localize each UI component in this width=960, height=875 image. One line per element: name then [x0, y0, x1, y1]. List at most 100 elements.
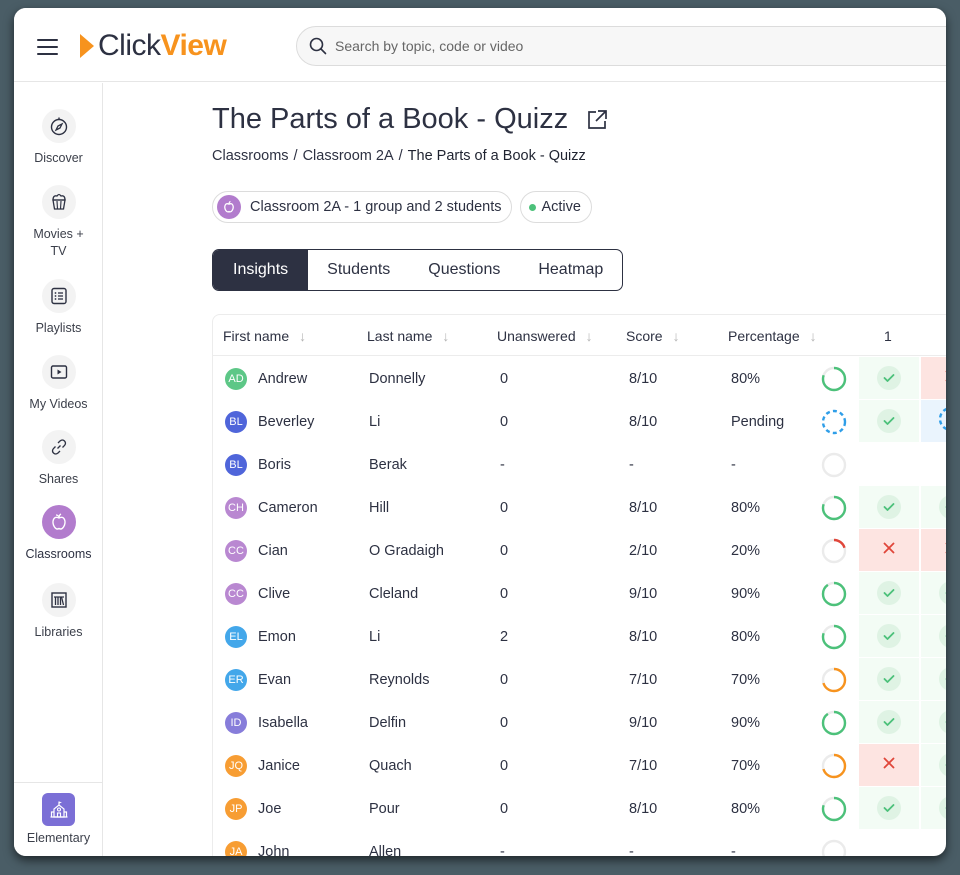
question-1-result-cell[interactable] — [859, 787, 919, 829]
question-2-result-cell[interactable] — [921, 400, 946, 442]
popcorn-icon — [41, 185, 76, 219]
score-cell: - — [629, 843, 634, 857]
column-header-first-name[interactable]: First name ↓ — [223, 327, 307, 344]
tab-questions[interactable]: Questions — [428, 261, 501, 278]
check-icon — [877, 495, 901, 519]
table-row[interactable]: CC Clive Cleland 0 9/10 90% — [213, 572, 946, 615]
table-row[interactable]: BL Boris Berak - - - — [213, 443, 946, 486]
question-1-result-cell[interactable] — [859, 658, 919, 700]
table-row[interactable]: CC Cian O Gradaigh 0 2/10 20% — [213, 529, 946, 572]
question-1-result-cell[interactable] — [859, 744, 919, 786]
tab-insights[interactable]: Insights — [213, 250, 309, 290]
cross-icon — [945, 541, 946, 559]
first-name-cell: JQ Janice — [225, 744, 300, 787]
sidebar-item-label: My Videos — [29, 397, 88, 411]
progress-ring-icon — [821, 787, 847, 830]
breadcrumb-current: The Parts of a Book - Quizz — [407, 148, 586, 164]
avatar: JQ — [225, 754, 247, 777]
table-row[interactable]: JA John Allen - - - — [213, 830, 946, 856]
first-name-cell: JA John — [225, 830, 289, 856]
progress-ring-icon — [821, 615, 847, 658]
table-row[interactable]: BL Beverley Li 0 8/10 Pending — [213, 400, 946, 443]
check-icon — [877, 624, 901, 648]
results-table: First name ↓ Last name ↓ Unanswered ↓ Score… — [212, 314, 946, 856]
question-1-result-cell[interactable] — [859, 529, 919, 571]
question-2-result-cell[interactable] — [921, 787, 946, 829]
tab-heatmap[interactable]: Heatmap — [538, 261, 604, 278]
score-cell: - — [629, 456, 634, 473]
clickview-logo[interactable]: Click View — [80, 29, 227, 62]
column-header-question-1[interactable]: 1 — [884, 327, 892, 344]
table-row[interactable]: JQ Janice Quach 0 7/10 70% — [213, 744, 946, 787]
question-2-result-cell[interactable] — [921, 357, 946, 399]
table-row[interactable]: EL Emon Li 2 8/10 80% — [213, 615, 946, 658]
last-name-cell: Li — [369, 413, 381, 430]
column-header-unanswered[interactable]: Unanswered ↓ — [497, 327, 593, 344]
progress-ring-icon — [821, 572, 847, 615]
column-header-percentage[interactable]: Percentage ↓ — [728, 327, 817, 344]
question-2-result-cell[interactable] — [921, 615, 946, 657]
unanswered-cell: 0 — [500, 542, 509, 559]
search-bar[interactable] — [296, 26, 946, 66]
menu-icon[interactable] — [37, 39, 58, 55]
table-row[interactable]: CH Cameron Hill 0 8/10 80% — [213, 486, 946, 529]
progress-ring-icon — [821, 400, 847, 443]
sidebar-item-libraries[interactable]: Libraries — [14, 583, 103, 641]
first-name: Evan — [258, 671, 292, 688]
apple-icon — [41, 505, 76, 539]
sidebar-item-classrooms[interactable]: Classrooms — [14, 505, 103, 563]
percentage-cell: - — [731, 456, 736, 473]
breadcrumb-classrooms[interactable]: Classrooms — [212, 148, 289, 164]
sidebar-item-label: Discover — [34, 151, 83, 165]
external-link-icon[interactable] — [586, 109, 608, 131]
question-1-result-cell[interactable] — [859, 486, 919, 528]
progress-ring-icon — [821, 486, 847, 529]
question-1-result-cell[interactable] — [859, 400, 919, 442]
breadcrumb-separator: / — [398, 148, 403, 164]
question-1-result-cell[interactable] — [859, 357, 919, 399]
question-1-result-cell[interactable] — [859, 572, 919, 614]
sidebar-item-elementary[interactable]: Elementary — [14, 782, 103, 856]
check-icon — [939, 796, 946, 820]
table-row[interactable]: JP Joe Pour 0 8/10 80% — [213, 787, 946, 830]
percentage-cell: 90% — [731, 585, 761, 602]
column-header-last-name[interactable]: Last name ↓ — [367, 327, 450, 344]
classroom-chip[interactable]: Classroom 2A - 1 group and 2 students — [212, 191, 513, 223]
sidebar-item-shares[interactable]: Shares — [14, 430, 103, 488]
first-name-cell: EL Emon — [225, 615, 296, 658]
question-2-result-cell[interactable] — [921, 658, 946, 700]
search-input[interactable] — [335, 38, 835, 54]
check-icon — [877, 409, 901, 433]
first-name-cell: CC Clive — [225, 572, 290, 615]
sidebar-item-discover[interactable]: Discover — [14, 109, 103, 167]
question-2-result-cell[interactable] — [921, 572, 946, 614]
list-icon — [41, 279, 76, 313]
sidebar-item-my-videos[interactable]: My Videos — [14, 355, 103, 413]
last-name-cell: Delfin — [369, 714, 407, 731]
table-row[interactable]: ID Isabella Delfin 0 9/10 90% — [213, 701, 946, 744]
question-2-result-cell[interactable] — [921, 744, 946, 786]
compass-icon — [41, 109, 76, 143]
table-row[interactable]: AD Andrew Donnelly 0 8/10 80% — [213, 357, 946, 400]
question-2-result-cell[interactable] — [921, 701, 946, 743]
progress-ring-icon — [821, 744, 847, 787]
question-2-result-cell[interactable] — [921, 529, 946, 571]
sidebar-item-playlists[interactable]: Playlists — [14, 279, 103, 337]
table-row[interactable]: ER Evan Reynolds 0 7/10 70% — [213, 658, 946, 701]
sidebar-item-movies-tv[interactable]: Movies + TV — [14, 185, 103, 260]
question-1-result-cell[interactable] — [859, 615, 919, 657]
pending-icon — [938, 406, 946, 437]
column-header-score[interactable]: Score ↓ — [626, 327, 680, 344]
check-icon — [939, 624, 946, 648]
unanswered-cell: 0 — [500, 499, 509, 516]
question-2-result-cell[interactable] — [921, 486, 946, 528]
tab-students[interactable]: Students — [327, 261, 391, 278]
sort-arrow-icon: ↓ — [809, 327, 817, 344]
question-1-result-cell[interactable] — [859, 701, 919, 743]
last-name-cell: Reynolds — [369, 671, 430, 688]
breadcrumb-classroom-2a[interactable]: Classroom 2A — [302, 148, 394, 164]
sort-arrow-icon: ↓ — [442, 327, 450, 344]
score-cell: 8/10 — [629, 800, 658, 817]
first-name: Boris — [258, 456, 292, 473]
avatar: JP — [225, 797, 247, 820]
